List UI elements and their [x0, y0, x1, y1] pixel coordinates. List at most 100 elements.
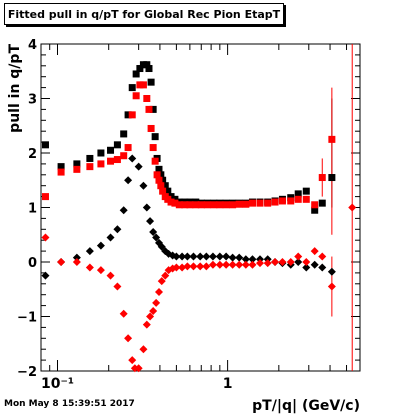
data-point-square [318, 174, 326, 182]
data-point-diamond [255, 259, 264, 268]
data-point-square [153, 171, 161, 179]
data-point-square [57, 168, 65, 176]
data-point-diamond [152, 233, 161, 242]
data-point-diamond [72, 253, 81, 262]
data-point-square [192, 201, 200, 209]
data-point-diamond [248, 260, 257, 269]
data-point-diamond [128, 356, 137, 365]
data-point-square [41, 141, 49, 149]
data-point-square [161, 182, 169, 190]
data-point-diamond [294, 252, 303, 261]
data-point-diamond [327, 267, 336, 276]
data-point-diamond [189, 262, 198, 271]
data-point-diamond [85, 247, 94, 256]
data-point-square [248, 199, 256, 207]
data-point-diamond [139, 345, 148, 354]
data-point-diamond [124, 334, 133, 343]
data-point-square [186, 201, 194, 209]
data-point-square [120, 130, 128, 138]
data-point-square [216, 201, 224, 209]
data-point-square [97, 160, 105, 168]
data-point-square [149, 105, 157, 113]
data-point-square [124, 144, 132, 152]
data-point-diamond [202, 262, 211, 271]
data-point-square [149, 144, 157, 152]
data-point-square [328, 135, 336, 143]
data-point-square [159, 187, 167, 195]
data-point-square [128, 84, 136, 92]
data-point-diamond [208, 260, 217, 269]
data-point-diamond [142, 203, 151, 212]
data-point-diamond [228, 260, 237, 269]
chart-title-box: Fitted pull in q/pT for Global Rec Pion … [4, 3, 284, 25]
data-point-diamond [139, 181, 148, 190]
data-point-diamond [235, 253, 244, 262]
data-point-square [151, 157, 159, 165]
data-point-square [229, 201, 237, 209]
data-point-diamond [142, 320, 151, 329]
data-point-diamond [241, 260, 250, 269]
x-axis-label: pT/|q| (GeV/c) [252, 398, 360, 414]
data-point-square [222, 201, 230, 209]
data-point-diamond [157, 277, 166, 286]
data-point-diamond [149, 228, 158, 237]
data-point-diamond [57, 258, 66, 266]
y-tick-label: 0 [28, 256, 37, 271]
data-point-square [145, 105, 153, 113]
data-point-square [328, 174, 336, 182]
data-point-diamond [172, 252, 181, 261]
data-point-diamond [146, 312, 155, 321]
data-point-diamond [106, 233, 115, 242]
data-point-diamond [152, 298, 161, 307]
data-point-diamond [241, 255, 250, 264]
data-point-diamond [183, 262, 192, 271]
data-point-diamond [124, 176, 133, 185]
data-point-diamond [96, 241, 105, 250]
error-bars [321, 44, 353, 371]
data-point-diamond [222, 252, 231, 261]
data-point-square [136, 81, 144, 89]
x-tick-label: 1 [223, 376, 233, 392]
data-point-diamond [96, 266, 105, 275]
data-point-square [181, 201, 189, 209]
data-point-square [107, 146, 115, 154]
data-point-diamond [215, 260, 224, 269]
data-point-diamond [134, 162, 143, 171]
data-point-square [311, 201, 319, 209]
data-point-diamond [119, 309, 128, 318]
data-point-diamond [235, 260, 244, 269]
data-point-square [302, 187, 310, 195]
data-point-diamond [196, 252, 205, 261]
data-point-diamond [228, 253, 237, 262]
data-point-square [235, 200, 243, 208]
data-point-square [210, 201, 218, 209]
data-point-diamond [183, 252, 192, 261]
data-point-diamond [318, 263, 327, 272]
data-point-square [311, 206, 319, 214]
data-point-square [294, 190, 302, 198]
data-point-square [155, 176, 163, 184]
data-point-square [151, 133, 159, 141]
data-point-square [318, 199, 326, 207]
data-point-square [143, 95, 151, 102]
data-point-diamond [302, 258, 311, 266]
data-point-square [73, 165, 81, 173]
data-point-diamond [178, 263, 187, 272]
data-point-square [157, 171, 165, 179]
data-point-diamond [327, 282, 336, 291]
data-point-square [147, 78, 155, 86]
data-point-square [124, 111, 132, 119]
y-tick-label: −1 [17, 311, 37, 326]
data-point-diamond [248, 255, 257, 264]
data-point-diamond [146, 217, 155, 226]
data-point-diamond [263, 259, 272, 268]
chart-title: Fitted pull in q/pT for Global Rec Pion … [7, 7, 281, 21]
y-axis-label: pull in q/pT [7, 44, 23, 133]
data-point-square [120, 152, 128, 160]
data-point-square [157, 182, 165, 190]
data-point-diamond [178, 252, 187, 261]
data-point-square [97, 149, 105, 157]
data-point-diamond [72, 258, 81, 266]
